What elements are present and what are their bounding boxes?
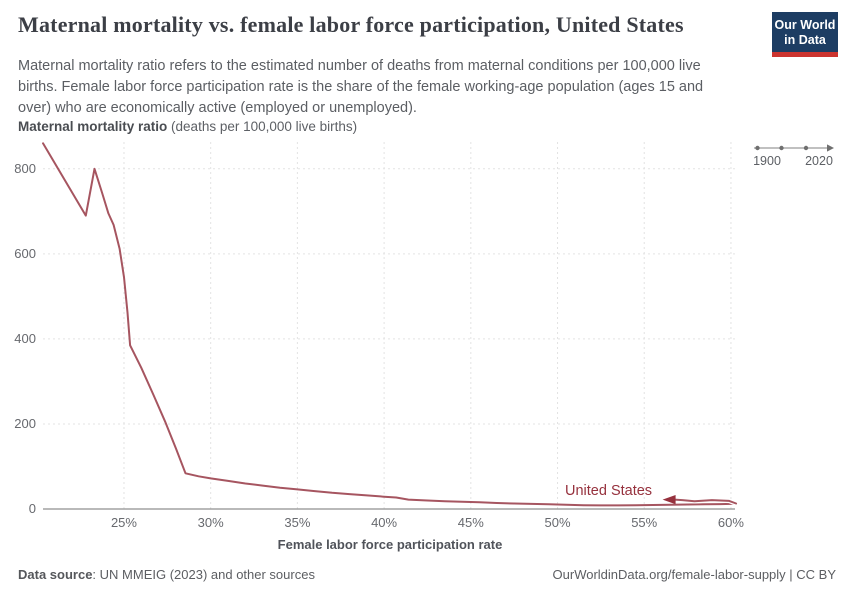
owid-logo-line1: Our World — [774, 18, 836, 32]
x-axis-title: Female labor force participation rate — [277, 537, 503, 552]
x-axis-tick-label: 25% — [110, 515, 137, 530]
time-legend-end-label: 2020 — [805, 154, 833, 168]
x-axis-tick-label: 60% — [717, 515, 744, 530]
data-source-rest: : UN MMEIG (2023) and other sources — [92, 567, 315, 582]
owid-logo[interactable]: Our World in Data — [772, 12, 838, 57]
x-axis-tick-label: 50% — [544, 515, 571, 530]
y-axis-tick-label: 600 — [14, 245, 36, 261]
time-legend-dot — [779, 145, 784, 151]
x-axis-tick-label: 35% — [284, 515, 311, 530]
time-legend-arrow-icon — [827, 144, 834, 152]
y-axis-tick-label: 800 — [14, 160, 36, 176]
x-axis-tick-label: 55% — [631, 515, 658, 530]
y-axis-tick-label: 200 — [14, 415, 36, 431]
y-axis-title-note: (deaths per 100,000 live births) — [167, 119, 358, 134]
direction-arrow-icon — [662, 495, 676, 505]
x-axis-tick-label: 30% — [197, 515, 224, 530]
data-source-note: Data source: UN MMEIG (2023) and other s… — [18, 567, 315, 582]
owid-logo-line2: in Data — [784, 33, 826, 47]
x-axis-tick-label: 40% — [371, 515, 398, 530]
time-legend-dot — [755, 145, 760, 151]
y-axis-tick-label: 400 — [14, 330, 36, 346]
time-legend-dot — [803, 145, 809, 151]
y-axis-tick-label: 0 — [28, 501, 36, 516]
y-axis-title: Maternal mortality ratio (deaths per 100… — [18, 119, 357, 134]
x-axis-tick-label: 45% — [457, 515, 484, 530]
trend-line[interactable] — [42, 142, 738, 507]
data-source-label: Data source — [18, 567, 93, 582]
credit-link[interactable]: OurWorldinData.org/female-labor-supply |… — [552, 567, 836, 582]
page-title: Maternal mortality vs. female labor forc… — [18, 12, 684, 37]
series-end-label[interactable]: United States — [565, 483, 653, 499]
chart-subtitle: Maternal mortality ratio refers to the e… — [18, 58, 704, 116]
trend-line-return[interactable] — [673, 498, 738, 505]
y-axis-title-bold: Maternal mortality ratio — [18, 119, 168, 134]
time-legend-start-label: 1900 — [753, 154, 781, 168]
